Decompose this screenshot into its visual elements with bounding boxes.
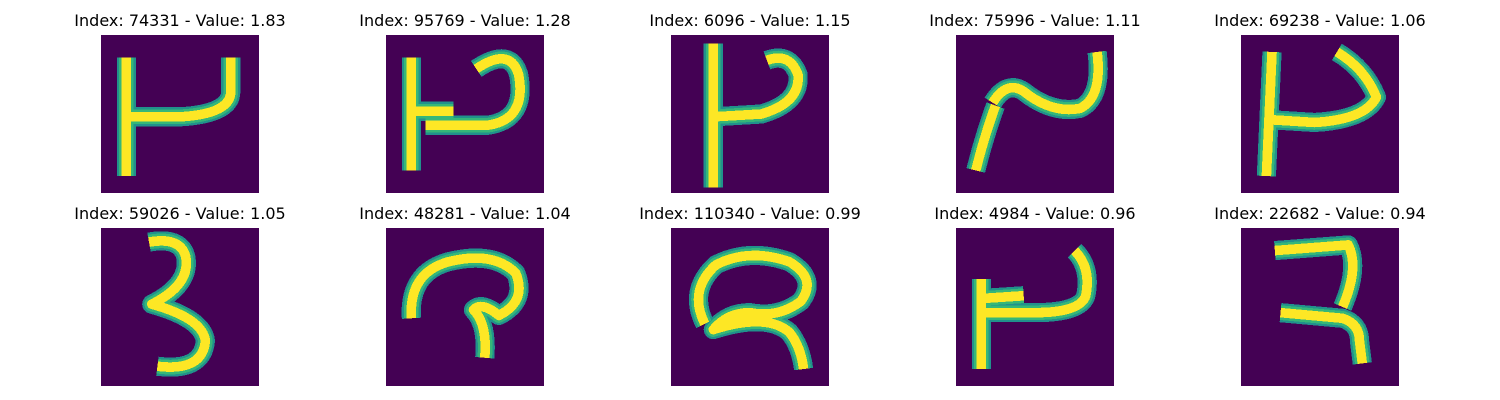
digit-stroke [406,253,524,359]
panel-title: Index: 4984 - Value: 0.96 [934,204,1136,223]
digit-stroke [708,43,803,188]
digit-stroke [146,236,211,372]
digit-image [956,35,1114,193]
digit-image [101,35,259,193]
digit-image [386,228,544,386]
digit-stroke [976,247,1092,370]
digit-stroke [406,54,525,171]
digit-stroke [1261,47,1382,177]
panel-title: Index: 6096 - Value: 1.15 [649,11,851,30]
panel-title: Index: 110340 - Value: 0.99 [639,204,861,223]
digit-image [956,228,1114,386]
digit-stroke [693,250,812,370]
digit-stroke [121,57,236,177]
panel-title: Index: 95769 - Value: 1.28 [359,11,571,30]
panel-title: Index: 59026 - Value: 1.05 [74,204,286,223]
digit-image [671,228,829,386]
panel-title: Index: 75996 - Value: 1.11 [929,11,1141,30]
panel-title: Index: 69238 - Value: 1.06 [1214,11,1426,30]
digit-image [671,35,829,193]
digit-image [1241,35,1399,193]
digit-image [101,228,259,386]
digit-image [386,35,544,193]
panel-title: Index: 22682 - Value: 0.94 [1214,204,1426,223]
panel-title: Index: 74331 - Value: 1.83 [74,11,286,30]
digit-stroke [1274,240,1368,365]
panel-title: Index: 48281 - Value: 1.04 [359,204,571,223]
digit-image [1241,228,1399,386]
digit-stroke [971,51,1103,172]
